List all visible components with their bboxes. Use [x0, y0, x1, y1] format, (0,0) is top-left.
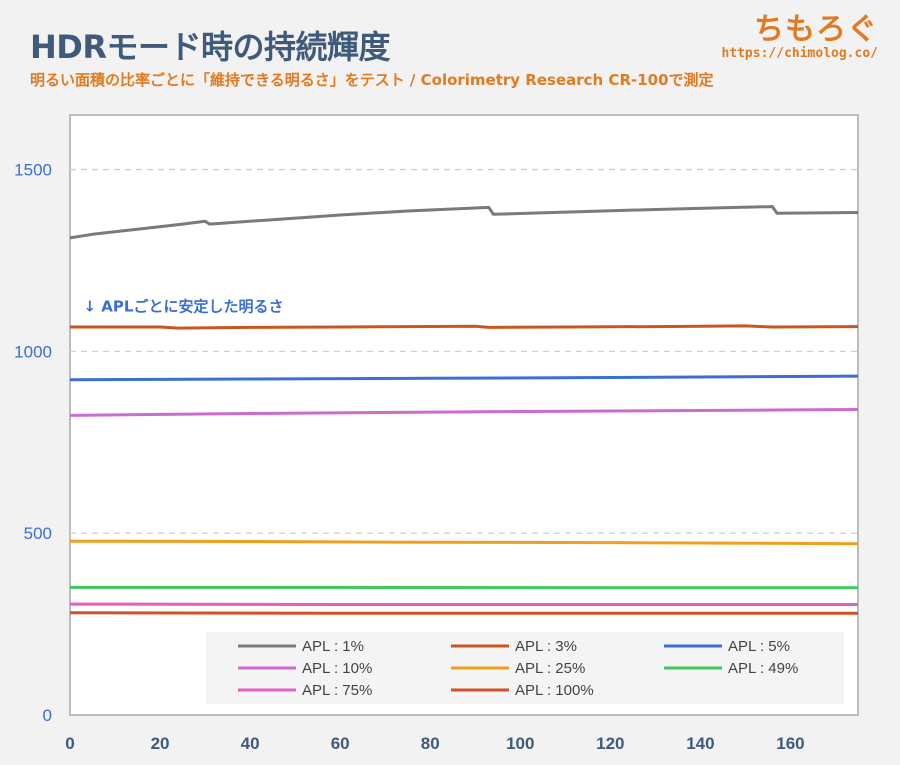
- series-lines: [69, 205, 859, 615]
- chart-title: HDRモード時の持続輝度: [30, 28, 391, 66]
- x-tick-label: 20: [151, 734, 170, 753]
- legend-box: [206, 632, 844, 704]
- series-line: [69, 205, 859, 240]
- legend-label: APL : 3%: [515, 638, 577, 655]
- series-line: [69, 408, 859, 417]
- x-tick-label: 120: [596, 734, 624, 753]
- series-line: [69, 374, 859, 382]
- series-line: [69, 539, 859, 546]
- legend-label: APL : 100%: [515, 682, 594, 699]
- x-tick-label: 80: [421, 734, 440, 753]
- x-tick-label: 60: [331, 734, 350, 753]
- y-tick-label: 0: [43, 706, 52, 725]
- chart-subtitle: 明るい面積の比率ごとに「維持できる明るさ」をテスト / Colorimetry …: [30, 71, 714, 89]
- legend-label: APL : 10%: [302, 660, 372, 677]
- chart-annotation: ↓ APLごとに安定した明るさ: [84, 297, 284, 315]
- x-axis-ticks: 0 20 40 60 80 100 120 140 160: [65, 734, 804, 753]
- legend-label: APL : 49%: [728, 660, 798, 677]
- legend: APL : 1% APL : 3% APL : 5% APL : 10% APL : 2…: [206, 632, 844, 704]
- x-tick-label: 0: [65, 734, 74, 753]
- brand-name: ちもろぐ: [754, 12, 878, 47]
- x-tick-label: 140: [686, 734, 714, 753]
- y-tick-label: 1500: [14, 161, 52, 180]
- brand-url[interactable]: https://chimolog.co/: [721, 46, 878, 61]
- legend-label: APL : 25%: [515, 660, 585, 677]
- series-line: [70, 324, 859, 330]
- legend-label: APL : 75%: [302, 682, 372, 699]
- brand-logo: ちもろぐ https://chimolog.co/: [721, 4, 878, 61]
- y-tick-label: 1000: [14, 342, 52, 361]
- x-tick-label: 100: [506, 734, 534, 753]
- x-tick-label: 40: [241, 734, 260, 753]
- y-axis-ticks: 0 500 1000 1500: [14, 161, 52, 725]
- legend-label: APL : 5%: [728, 638, 790, 655]
- y-tick-label: 500: [24, 524, 52, 543]
- legend-label: APL : 1%: [302, 638, 364, 655]
- x-tick-label: 160: [776, 734, 804, 753]
